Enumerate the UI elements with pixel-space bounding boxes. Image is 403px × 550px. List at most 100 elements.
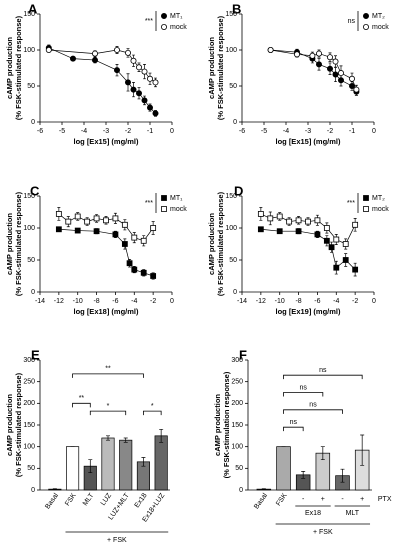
marker <box>295 217 302 224</box>
x-tick-label: -3 <box>305 128 311 135</box>
marker <box>363 206 369 212</box>
y-axis-label: (% FSK-stimulated response) <box>14 15 23 120</box>
x-tick-label: -12 <box>54 298 64 305</box>
marker <box>125 49 132 56</box>
x-tick-label: LUZ <box>100 492 114 507</box>
marker <box>342 257 349 263</box>
x-tick-label: + <box>321 496 325 503</box>
y-tick-label: 50 <box>27 257 35 264</box>
x-tick-label: -1 <box>349 128 355 135</box>
x-tick-label: -2 <box>125 128 131 135</box>
x-tick-label: FSK <box>64 492 78 507</box>
legend-label: MT₁ <box>170 13 183 20</box>
significance: ns <box>348 18 356 25</box>
x-tick-label: -14 <box>237 298 247 305</box>
bracket <box>72 373 144 378</box>
marker <box>333 264 340 271</box>
marker <box>362 12 369 19</box>
y-axis-label: cAMP production <box>5 213 14 275</box>
marker <box>74 213 81 220</box>
marker <box>363 195 369 201</box>
error-bar <box>261 488 266 490</box>
legend-label: MT₁ <box>170 195 183 202</box>
marker <box>121 241 128 247</box>
significance: *** <box>145 200 153 207</box>
y-tick-label: 200 <box>231 400 243 407</box>
x-tick-label: -3 <box>103 128 109 135</box>
marker <box>92 57 99 64</box>
x-tick-label: -4 <box>131 298 137 305</box>
marker <box>55 211 62 217</box>
x-axis-label: log [Ex15] (mg/ml) <box>73 137 139 146</box>
marker <box>257 211 264 217</box>
panel-letter: D <box>234 183 243 198</box>
marker <box>135 64 142 71</box>
legend-label: mock <box>170 24 187 31</box>
marker <box>161 206 167 212</box>
marker <box>114 67 121 74</box>
marker <box>121 221 128 228</box>
bar <box>276 446 291 491</box>
marker <box>267 215 274 222</box>
marker <box>55 226 62 233</box>
legend-label: mock <box>372 24 389 31</box>
bracket <box>89 410 127 416</box>
marker <box>342 241 349 247</box>
fit-line <box>58 228 154 277</box>
y-tick-label: 50 <box>229 257 237 264</box>
y-tick-label: 150 <box>23 193 35 200</box>
x-tick-label: -2 <box>327 128 333 135</box>
y-tick-label: 50 <box>229 83 237 90</box>
marker <box>293 51 300 58</box>
bracket <box>283 392 324 397</box>
marker <box>131 266 138 273</box>
bar <box>101 437 115 491</box>
marker <box>93 228 100 235</box>
x-tick-label: -6 <box>239 128 245 135</box>
marker <box>257 226 264 233</box>
x-tick-label: -6 <box>112 298 118 305</box>
significance: *** <box>347 200 355 207</box>
y-axis-label: (% FSK-stimulated response) <box>216 15 225 120</box>
marker <box>112 231 119 238</box>
x-tick-label: -4 <box>81 128 87 135</box>
x-tick-label: -1 <box>147 128 153 135</box>
y-tick-label: 300 <box>231 357 243 364</box>
marker <box>333 236 340 243</box>
marker <box>112 215 119 222</box>
error-bar <box>88 459 93 474</box>
annotation: ns <box>299 384 307 391</box>
x-tick-label: -2 <box>150 298 156 305</box>
y-axis-label: cAMP production <box>5 37 14 99</box>
group-row-label: PTX <box>378 496 392 503</box>
group-label: MLT <box>346 510 360 517</box>
marker <box>267 47 274 54</box>
marker <box>84 218 91 225</box>
x-axis-label: log [Ex15] (mg/ml) <box>275 137 341 146</box>
significance: *** <box>145 18 153 25</box>
marker <box>314 231 321 238</box>
y-axis-label: cAMP production <box>207 37 216 99</box>
marker <box>141 97 148 104</box>
y-axis-label: cAMP production <box>207 213 216 275</box>
marker <box>276 228 283 235</box>
x-tick-label: MLT <box>82 492 96 508</box>
marker <box>314 217 321 224</box>
error-bar <box>301 471 306 479</box>
y-axis-label: (% FSK-stimulated response) <box>14 191 23 296</box>
bracket <box>283 426 304 432</box>
marker <box>130 57 137 64</box>
x-tick-label: - <box>302 496 305 503</box>
marker <box>352 221 359 228</box>
y-tick-label: 150 <box>23 11 35 18</box>
x-tick-label: Ex18 <box>134 492 149 509</box>
y-tick-label: 100 <box>23 47 35 54</box>
legend-label: mock <box>372 206 389 213</box>
marker <box>150 273 157 279</box>
x-tick-label: -5 <box>261 128 267 135</box>
panel-letter: B <box>232 1 241 16</box>
x-tick-label: + <box>360 496 364 503</box>
marker <box>160 12 167 19</box>
error-bar <box>159 428 164 443</box>
